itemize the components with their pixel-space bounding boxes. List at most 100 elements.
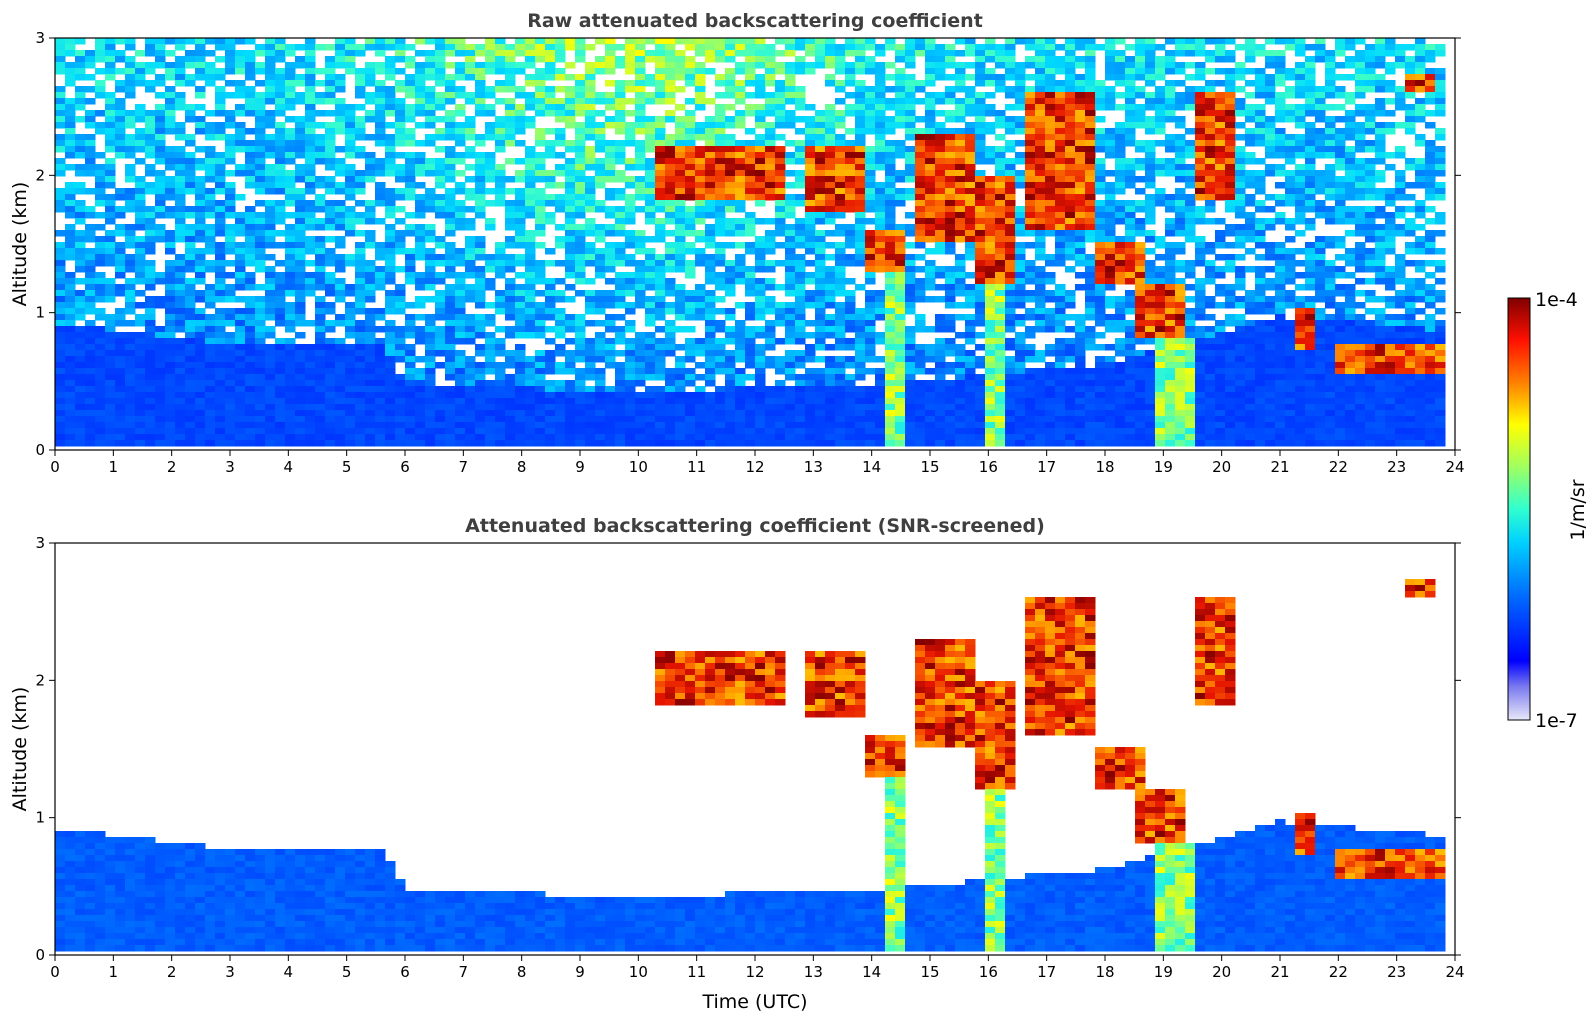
heat-cell bbox=[475, 50, 486, 57]
heat-cell bbox=[515, 230, 526, 237]
heat-cell bbox=[195, 188, 206, 195]
heat-cell bbox=[115, 86, 126, 93]
heat-cell bbox=[875, 50, 886, 57]
heat-cell bbox=[905, 188, 916, 195]
heat-cell bbox=[755, 440, 766, 447]
heat-cell bbox=[855, 164, 866, 171]
heat-cell bbox=[225, 92, 236, 99]
heat-cell bbox=[785, 44, 796, 51]
heat-cell bbox=[685, 176, 696, 183]
heat-cell bbox=[345, 146, 356, 153]
heat-cell bbox=[615, 152, 626, 159]
heat-cell bbox=[625, 164, 636, 171]
heat-cell bbox=[575, 338, 586, 345]
heat-cell bbox=[445, 146, 456, 153]
heat-cell bbox=[885, 338, 896, 345]
heat-cell bbox=[295, 260, 306, 267]
heat-cell bbox=[355, 254, 366, 261]
heat-cell bbox=[825, 332, 836, 339]
heat-cell bbox=[885, 266, 896, 273]
heat-cell bbox=[775, 188, 786, 195]
heat-cell bbox=[145, 320, 156, 327]
heat-cell bbox=[835, 224, 846, 231]
heat-cell bbox=[315, 356, 326, 363]
heat-cell bbox=[555, 74, 566, 81]
heat-cell bbox=[415, 326, 426, 333]
heat-cell bbox=[575, 422, 586, 429]
heat-cell bbox=[405, 416, 416, 423]
heat-cell bbox=[815, 176, 826, 183]
heat-cell bbox=[155, 152, 166, 159]
heat-cell bbox=[95, 362, 106, 369]
heat-cell bbox=[195, 374, 206, 381]
heat-cell bbox=[55, 206, 66, 213]
heat-cell bbox=[75, 134, 86, 141]
heat-cell bbox=[875, 398, 886, 405]
heat-cell bbox=[795, 38, 806, 45]
heat-cell bbox=[185, 410, 196, 417]
heat-cell bbox=[595, 260, 606, 267]
heat-cell bbox=[725, 218, 736, 225]
heat-cell bbox=[315, 206, 326, 213]
heat-cell bbox=[85, 374, 96, 381]
heat-cell bbox=[855, 344, 866, 351]
heat-cell bbox=[595, 392, 606, 399]
heat-cell bbox=[775, 224, 786, 231]
heat-cell bbox=[565, 230, 576, 237]
heat-cell bbox=[535, 68, 546, 75]
heat-cell bbox=[775, 302, 786, 309]
heat-cell bbox=[535, 266, 546, 273]
heat-cell bbox=[545, 416, 556, 423]
heat-cell bbox=[85, 428, 96, 435]
heat-cell bbox=[535, 308, 546, 315]
heat-cell bbox=[295, 224, 306, 231]
heat-cell bbox=[505, 236, 516, 243]
heat-cell bbox=[895, 44, 906, 51]
heat-cell bbox=[575, 146, 586, 153]
heat-cell bbox=[265, 206, 276, 213]
heat-cell bbox=[445, 392, 456, 399]
heat-cell bbox=[615, 338, 626, 345]
heat-cell bbox=[495, 170, 506, 177]
heat-cell bbox=[375, 86, 386, 93]
heat-cell bbox=[375, 200, 386, 207]
heat-cell bbox=[785, 290, 796, 297]
heat-cell bbox=[615, 158, 626, 165]
heat-cell bbox=[925, 200, 936, 207]
heat-cell bbox=[655, 434, 666, 441]
heat-cell bbox=[615, 224, 626, 231]
heat-cell bbox=[925, 50, 936, 57]
heat-cell bbox=[925, 410, 936, 417]
heat-cell bbox=[305, 290, 316, 297]
heat-cell bbox=[955, 86, 966, 93]
heat-cell bbox=[315, 242, 326, 249]
heat-cell bbox=[225, 332, 236, 339]
heat-cell bbox=[885, 326, 896, 333]
heat-cell bbox=[885, 350, 896, 357]
heat-cell bbox=[85, 236, 96, 243]
heat-cell bbox=[545, 380, 556, 387]
heat-cell bbox=[585, 350, 596, 357]
heat-cell bbox=[525, 434, 536, 441]
heat-cell bbox=[385, 332, 396, 339]
heat-cell bbox=[285, 80, 296, 87]
heat-cell bbox=[675, 260, 686, 267]
heat-cell bbox=[705, 98, 716, 105]
heat-cell bbox=[695, 440, 706, 447]
heat-cell bbox=[855, 182, 866, 189]
heat-cell bbox=[855, 80, 866, 87]
heat-cell bbox=[365, 416, 376, 423]
heat-cell bbox=[955, 50, 966, 57]
heat-cell bbox=[915, 368, 926, 375]
heat-cell bbox=[795, 296, 806, 303]
heat-cell bbox=[685, 212, 696, 219]
heat-cell bbox=[515, 350, 526, 357]
heat-cell bbox=[325, 278, 336, 285]
heat-cell bbox=[905, 212, 916, 219]
heat-cell bbox=[715, 260, 726, 267]
heat-cell bbox=[245, 284, 256, 291]
heat-cell bbox=[235, 332, 246, 339]
heat-cell bbox=[575, 182, 586, 189]
heat-cell bbox=[515, 68, 526, 75]
heat-cell bbox=[475, 140, 486, 147]
